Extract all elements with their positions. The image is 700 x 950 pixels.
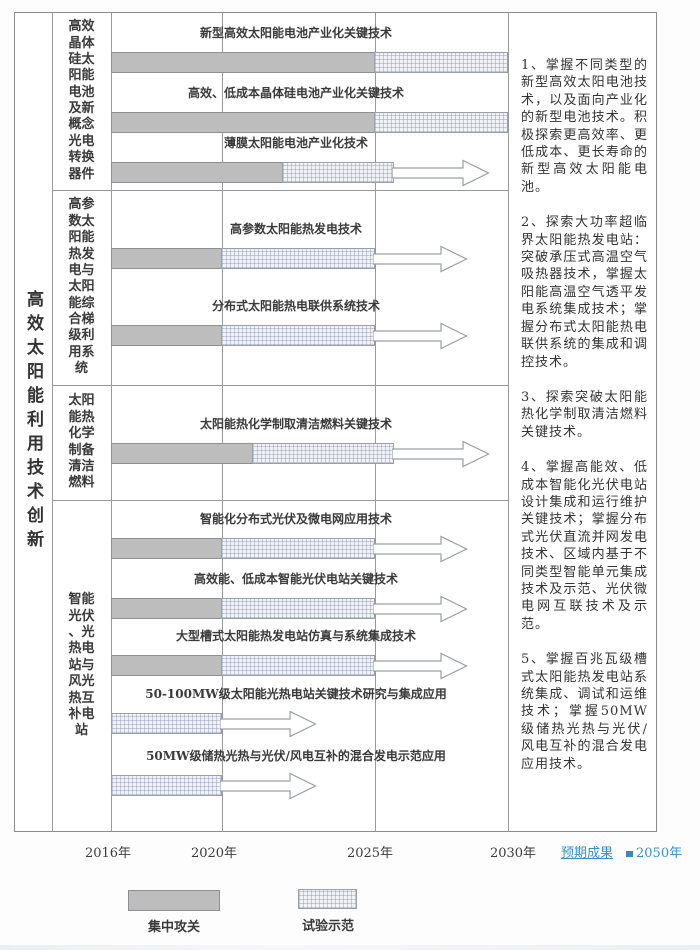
bar-label: 高效能、低成本智能光伏电站关键技术 [193, 572, 398, 586]
pilot-phase-bar [221, 538, 375, 559]
note-paragraph-5: 5、掌握百兆瓦级槽式太阳能热发电站系统集成、调试和运维技术；掌握50MW级储热光… [521, 652, 648, 772]
expected-outcome-arrow-icon [391, 159, 490, 187]
section-label-smart-stations: 智能光伏、光热电站与风光热互补电站 [68, 592, 95, 739]
pilot-phase-bar [111, 713, 222, 734]
timeline-tick-2025: 2025年 [346, 846, 394, 861]
section-label-crystalline-silicon: 高效晶体硅太阳能电池及新概念光电转换器件 [68, 19, 95, 182]
bar-label: 智能化分布式光伏及微电网应用技术 [199, 512, 392, 526]
section-divider-3 [52, 500, 508, 501]
section-label-thermochemical-fuel: 太阳能热化学制备清洁燃料 [68, 393, 95, 491]
bar-label: 新型高效太阳能电池产业化关键技术 [199, 26, 392, 40]
main-title-cell: 高效太阳能利用技术创新 [15, 13, 52, 831]
expected-outcome-arrow-icon [372, 652, 468, 680]
note-paragraph-3: 3、探索突破太阳能热化学制取清洁燃料关键技术。 [521, 389, 648, 440]
bar-label: 分布式太阳能热电联供系统技术 [211, 299, 380, 313]
expected-outcome-arrow-icon [372, 535, 468, 563]
pilot-phase-bar [374, 112, 508, 133]
legend-focus-label: 集中攻关 [147, 920, 200, 935]
grid-line-2020 [222, 12, 223, 832]
section-cell-4: 智能光伏、光热电站与风光热互补电站 [53, 500, 110, 832]
page-title: 高效太阳能利用技术创新 [23, 290, 43, 554]
pilot-phase-bar [221, 598, 375, 619]
expected-outcome-link[interactable]: 预期成果 [560, 846, 613, 861]
focus-phase-bar [111, 325, 222, 346]
pilot-phase-bar [221, 248, 375, 269]
notes-column: 1、掌握不同类型的新型高效太阳电池技术，以及面向产业化的新型电池技术。积极探索更… [509, 13, 657, 831]
bar-label: 太阳能热化学制取清洁燃料关键技术 [199, 417, 392, 431]
section-divider-1 [52, 190, 508, 191]
section-label-solar-thermal: 高参数太阳能热发电与太阳能综合梯级利用系统 [68, 197, 95, 377]
pilot-phase-bar [282, 162, 394, 183]
divider-title-column [52, 12, 53, 832]
note-paragraph-1: 1、掌握不同类型的新型高效太阳电池技术，以及面向产业化的新型电池技术。积极探索更… [521, 58, 648, 195]
year-2050-link[interactable]: 2050年 [636, 846, 683, 861]
bar-label: 高效、低成本晶体硅电池产业化关键技术 [187, 86, 404, 100]
note-paragraph-2: 2、探索大功率超临界太阳能热发电站：突破承压式高温空气吸热器技术，掌握太阳能高温… [521, 215, 648, 370]
pilot-phase-bar [251, 443, 394, 464]
focus-phase-bar [111, 598, 222, 619]
bar-label: 薄膜太阳能电池产业化技术 [223, 136, 368, 150]
section-cell-2: 高参数太阳能热发电与太阳能综合梯级利用系统 [53, 190, 110, 385]
expected-outcome-arrow-icon [391, 440, 490, 468]
focus-phase-bar [111, 162, 284, 183]
scan-artifact [0, 945, 700, 950]
focus-phase-bar [111, 52, 375, 73]
timeline-tick-2020: 2020年 [190, 846, 238, 861]
timeline-tick-2016: 2016年 [84, 846, 132, 861]
roadmap-outer-border [14, 12, 657, 832]
grid-line-2025 [375, 12, 376, 832]
pilot-phase-bar [374, 52, 508, 73]
blue-square-marker [626, 851, 633, 857]
pilot-phase-bar [221, 325, 375, 346]
grid-line-2016 [111, 12, 112, 832]
section-divider-2 [52, 385, 508, 386]
focus-phase-bar [111, 538, 222, 559]
expected-outcome-arrow-icon [372, 322, 468, 350]
pilot-phase-bar [221, 655, 375, 676]
bar-label: 50-100MW级太阳能光热电站关键技术研究与集成应用 [145, 687, 447, 701]
focus-phase-bar [111, 112, 375, 133]
pilot-phase-bar [111, 775, 222, 796]
note-paragraph-4: 4、掌握高能效、低成本智能化光伏电站设计集成和运行维护关键技术；掌握分布式光伏直… [521, 460, 648, 632]
section-cell-3: 太阳能热化学制备清洁燃料 [53, 385, 110, 500]
focus-phase-bar [111, 443, 253, 464]
legend-focus-swatch [128, 890, 220, 911]
bar-label: 高参数太阳能热发电技术 [229, 222, 362, 236]
timeline-tick-2030: 2030年 [489, 846, 537, 861]
expected-outcome-arrow-icon [219, 772, 317, 800]
legend-pilot-label: 试验示范 [301, 919, 354, 934]
bar-label: 大型槽式太阳能热发电站仿真与系统集成技术 [175, 629, 416, 643]
section-cell-1: 高效晶体硅太阳能电池及新概念光电转换器件 [53, 12, 110, 190]
divider-notes-column [508, 12, 509, 832]
bar-label: 50MW级储热光热与光伏/风电互补的混合发电示范应用 [146, 749, 446, 763]
expected-outcome-arrow-icon [372, 245, 468, 273]
focus-phase-bar [111, 248, 222, 269]
expected-outcome-arrow-icon [372, 595, 468, 623]
focus-phase-bar [111, 655, 222, 676]
expected-outcome-arrow-icon [219, 710, 317, 738]
legend-pilot-swatch [298, 889, 357, 909]
